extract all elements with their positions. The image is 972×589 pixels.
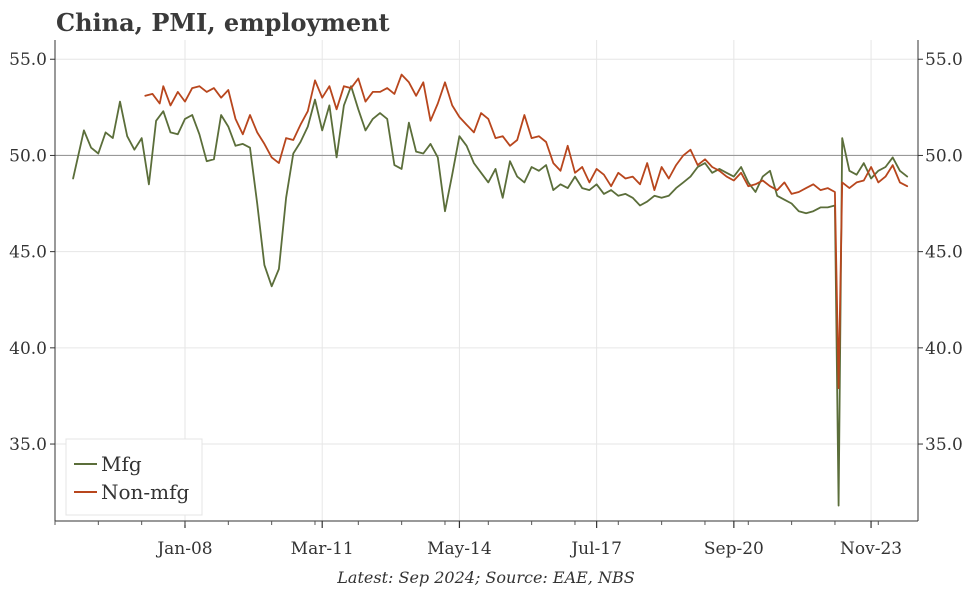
- y-tick-label-left: 50.0: [9, 146, 47, 166]
- axes: [54, 40, 919, 522]
- legend-label-mfg: Mfg: [101, 452, 142, 476]
- x-tick-label: Mar-11: [291, 539, 354, 559]
- y-tick-label-right: 45.0: [925, 243, 963, 263]
- y-axis-right: 35.0 40.0 45.0 50.0 55.0: [918, 50, 963, 455]
- y-tick-label-left: 45.0: [9, 243, 47, 263]
- y-tick-label-left: 55.0: [9, 50, 47, 70]
- legend-box: [65, 438, 203, 516]
- x-axis: Jan-08 Mar-11 May-14 Jul-17 Sep-20 Nov-23: [54, 521, 902, 559]
- x-tick-label: Nov-23: [840, 539, 902, 559]
- legend: Mfg Non-mfg: [65, 438, 203, 516]
- chart-title: China, PMI, employment: [56, 8, 390, 37]
- y-axis-left: 35.0 40.0 45.0 50.0 55.0: [9, 50, 55, 455]
- y-tick-label-right: 50.0: [925, 146, 963, 166]
- y-tick-label-right: 40.0: [925, 339, 963, 359]
- series-line-non-mfg: [144, 73, 909, 390]
- x-tick-label: Sep-20: [704, 539, 764, 559]
- y-tick-label-left: 40.0: [9, 339, 47, 359]
- legend-label-non-mfg: Non-mfg: [101, 480, 190, 504]
- x-tick-label: Jan-08: [155, 539, 212, 559]
- y-tick-label-left: 35.0: [9, 435, 47, 455]
- y-tick-label-right: 55.0: [925, 50, 963, 70]
- x-tick-label: Jul-17: [569, 539, 622, 559]
- source-note: Latest: Sep 2024; Source: EAE, NBS: [336, 568, 634, 587]
- y-tick-label-right: 35.0: [925, 435, 963, 455]
- series-line-mfg: [72, 85, 909, 507]
- x-tick-label: May-14: [427, 539, 492, 559]
- series-lines: [72, 73, 909, 507]
